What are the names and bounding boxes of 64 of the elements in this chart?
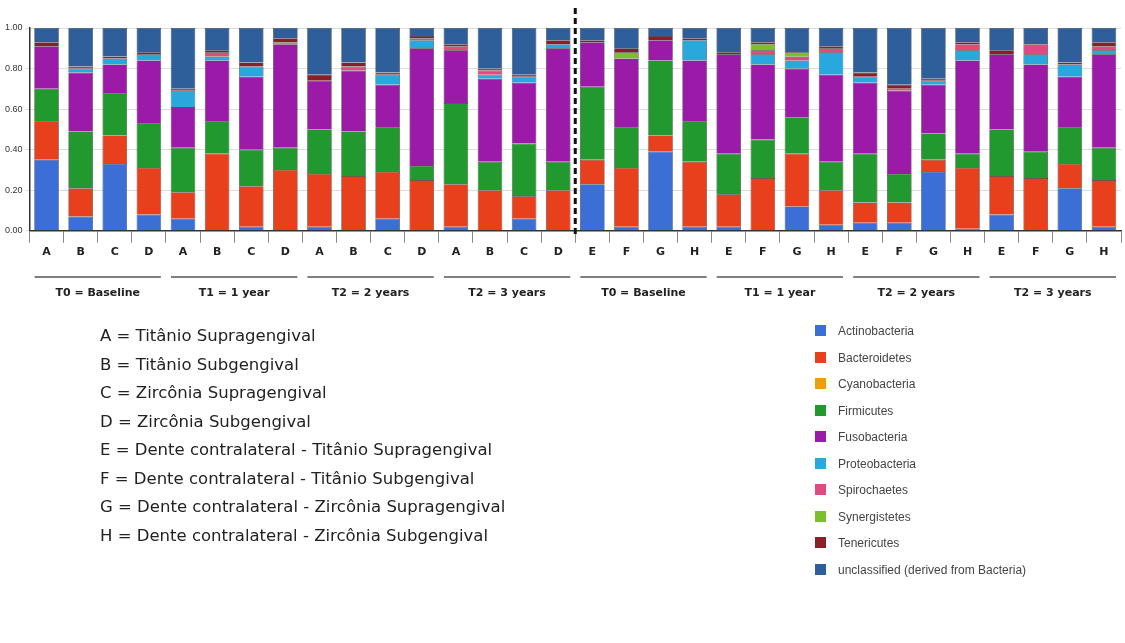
legend-label: Cyanobacteria bbox=[838, 377, 916, 391]
x-tick-label: F bbox=[622, 245, 631, 259]
text: T1 = 1 year bbox=[744, 285, 816, 299]
y-tick-label: 1.00 bbox=[4, 22, 23, 33]
text: T1 = 1 year bbox=[198, 285, 271, 299]
x-tick-label: H bbox=[690, 245, 700, 259]
text: A = Titânio Supragengival bbox=[100, 325, 317, 347]
y-tick-label: 0.60 bbox=[4, 103, 23, 114]
legend-label: Firmicutes bbox=[838, 403, 894, 418]
legend-label: unclassified (derived from Bacteria) bbox=[838, 562, 1027, 577]
text: E = Dente contralateral - Titânio Supragengival bbox=[100, 439, 494, 461]
x-tick-label: E bbox=[861, 245, 869, 259]
x-tick-label: F bbox=[1031, 245, 1040, 259]
x-tick-label: A bbox=[451, 245, 461, 259]
x-tick-label: C bbox=[383, 245, 392, 259]
y-tick-label: 0.80 bbox=[4, 63, 23, 74]
legend-label: Synergistetes bbox=[838, 509, 911, 524]
x-tick-label: D bbox=[553, 245, 563, 259]
text: B = Titânio Subgengival bbox=[100, 353, 300, 376]
text: D = Zircônia Subgengival bbox=[100, 410, 312, 433]
x-tick-label: H bbox=[826, 245, 836, 259]
x-tick-label: H bbox=[962, 245, 973, 259]
x-tick-label: G bbox=[792, 245, 802, 259]
text: C = Zircônia Supragengival bbox=[100, 382, 328, 404]
x-tick-label: E bbox=[588, 245, 597, 259]
text: H = Dente contralateral - Zircônia Subgengival bbox=[100, 524, 489, 547]
y-tick-label: 0.00 bbox=[4, 225, 23, 236]
text: T2 = 2 years bbox=[331, 285, 410, 299]
legend-label: Tenericutes bbox=[838, 536, 900, 550]
legend-label: Actinobacteria bbox=[838, 324, 915, 338]
x-tick-label: E bbox=[724, 245, 733, 259]
x-tick-label: D bbox=[280, 245, 290, 259]
text: T2 = 3 years bbox=[468, 285, 547, 299]
x-tick-label: A bbox=[315, 245, 325, 259]
x-tick-label: B bbox=[349, 245, 358, 259]
x-tick-label: E bbox=[997, 245, 1006, 259]
text: G = Dente contralateral - Zircônia Supragengival bbox=[100, 496, 506, 518]
x-tick-label: F bbox=[895, 245, 904, 259]
y-tick-label: 0.20 bbox=[4, 184, 23, 195]
x-tick-label: F bbox=[759, 245, 767, 259]
text: F = Dente contralateral - Titânio Subgengival bbox=[100, 467, 476, 490]
x-tick-label: G bbox=[928, 245, 938, 259]
legend-label: Proteobacteria bbox=[838, 456, 917, 471]
x-tick-label: A bbox=[178, 245, 188, 259]
x-tick-label: D bbox=[144, 245, 154, 259]
x-tick-label: C bbox=[110, 245, 119, 259]
x-tick-label: B bbox=[76, 245, 85, 259]
legend-label: Fusobacteria bbox=[838, 430, 908, 444]
x-tick-label: B bbox=[212, 245, 222, 259]
text: T2 = 2 years bbox=[877, 285, 956, 299]
x-tick-label: G bbox=[656, 245, 666, 259]
x-tick-label: C bbox=[520, 245, 529, 259]
x-tick-label: A bbox=[42, 245, 52, 259]
x-tick-label: B bbox=[485, 245, 495, 259]
text: T2 = 3 years bbox=[1014, 285, 1092, 299]
legend-label: Bacteroidetes bbox=[838, 350, 912, 365]
x-tick-label: G bbox=[1065, 245, 1075, 259]
x-tick-label: D bbox=[417, 245, 427, 259]
x-tick-label: C bbox=[247, 245, 256, 259]
x-tick-label: H bbox=[1099, 245, 1109, 259]
text: T0 = Baseline bbox=[55, 285, 141, 299]
text: T0 = Baseline bbox=[601, 285, 686, 299]
legend-label: Spirochaetes bbox=[838, 483, 909, 497]
y-tick-label: 0.40 bbox=[4, 144, 23, 155]
